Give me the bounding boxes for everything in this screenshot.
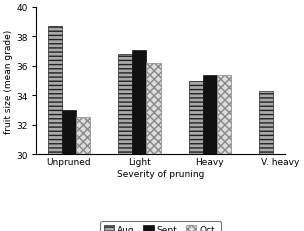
X-axis label: Severity of pruning: Severity of pruning bbox=[117, 169, 204, 178]
Bar bbox=[132, 50, 147, 155]
Bar bbox=[76, 118, 90, 155]
Bar bbox=[147, 64, 161, 155]
Bar bbox=[203, 75, 217, 155]
Legend: Aug., Sept., Oct.: Aug., Sept., Oct. bbox=[100, 221, 221, 231]
Bar bbox=[259, 91, 273, 155]
Bar bbox=[189, 81, 203, 155]
Bar bbox=[217, 75, 231, 155]
Bar bbox=[118, 55, 132, 155]
Bar bbox=[48, 27, 62, 155]
Y-axis label: fruit size (mean grade): fruit size (mean grade) bbox=[4, 29, 13, 133]
Bar bbox=[62, 111, 76, 155]
